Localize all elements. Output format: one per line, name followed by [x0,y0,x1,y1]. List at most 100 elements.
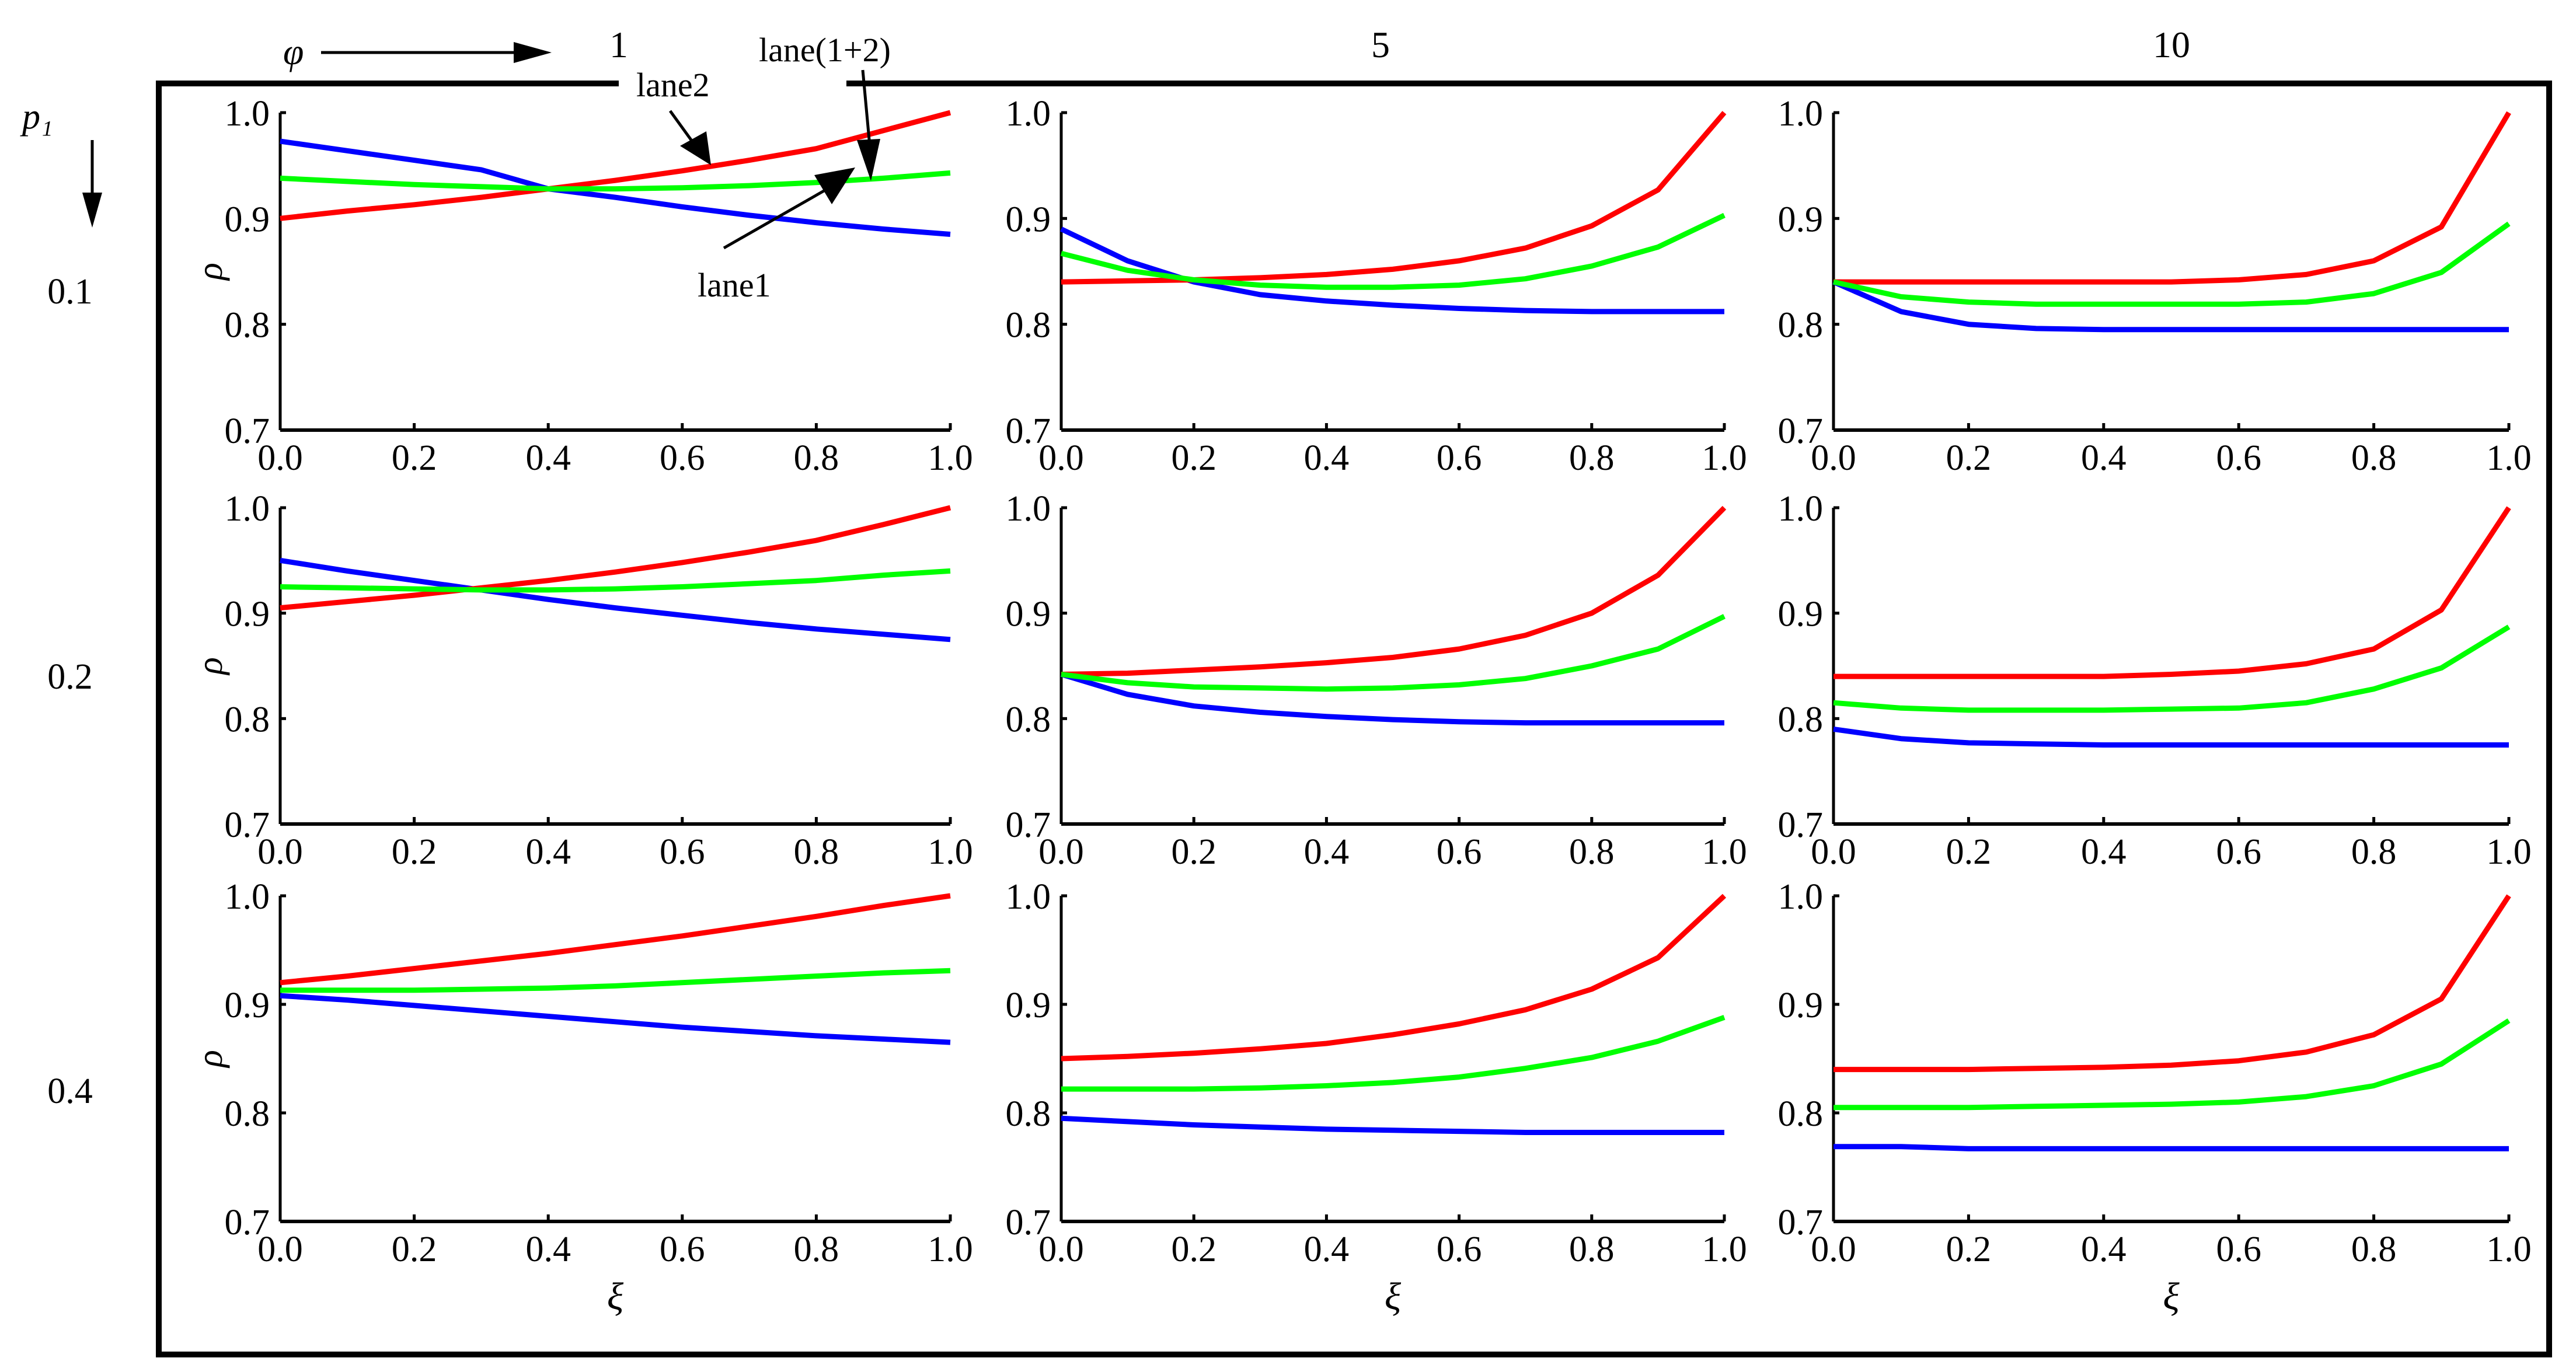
x-tick-label: 0.8 [1569,438,1615,478]
y-tick-label: 0.8 [1778,700,1824,739]
series-line-lane1 [1061,1115,1724,1135]
x-tick-label: 0.0 [257,832,303,872]
y-tick-label: 0.7 [1778,805,1824,845]
panel-p1-0.1-phi-5: 0.7 0.8 0.9 1.0 0.0 0.2 0.4 0.6 0.8 1.0 [1006,94,1747,478]
y-tick-label: 0.8 [225,1094,270,1134]
y-tick-label: 0.8 [1778,1094,1824,1134]
y-tick-label: 1.0 [1778,489,1824,529]
x-tick-label: 0.8 [2351,438,2397,478]
panel-p1-0.1-phi-10: 0.7 0.8 0.9 1.0 0.0 0.2 0.4 0.6 0.8 1.0 [1778,94,2532,478]
x-tick-label: 0.0 [1038,832,1084,872]
x-tick-label: 0.0 [1038,438,1084,478]
y-tick-label: 0.9 [1778,200,1824,239]
panel-p1-0.1-phi-1: 0.7 0.8 0.9 1.0 0.0 0.2 0.4 0.6 0.8 1.0 ρ [190,94,973,478]
x-tick-label: 0.8 [2351,1230,2397,1269]
x-tick-label: 1.0 [928,832,973,872]
p1-arrow-icon [82,140,102,228]
x-tick-label: 0.6 [1437,438,1482,478]
x-tick-label: 0.0 [257,438,303,478]
series-line-lane12 [1061,614,1726,692]
x-tick-label: 0.0 [1811,832,1856,872]
x-tick-label: 0.6 [2216,832,2261,872]
x-tick-label: 0.4 [525,438,571,478]
y-tick-label: 0.7 [1006,411,1051,451]
x-tick-label: 0.2 [1171,438,1216,478]
column-header-phi-5: 5 [1371,24,1390,65]
x-tick-label: 0.2 [392,832,437,872]
series-line-lane2 [280,505,951,611]
series-line-lane2 [1833,894,2511,1073]
legend-annotations: lane2 lane(1+2) lane1 [636,31,891,304]
x-tick-label: 0.2 [1946,1230,1992,1269]
annotation-lane12: lane(1+2) [759,31,891,69]
series-line-lane1 [1833,1144,2509,1151]
x-tick-label: 1.0 [1702,438,1747,478]
y-tick-label: 0.9 [225,200,270,239]
p1-label: p₁ [20,97,53,137]
outer-frame [156,81,2552,1357]
x-tick-label: 0.4 [1304,438,1350,478]
y-tick-label: 0.8 [1006,700,1051,739]
x-tick-label: 1.0 [2486,832,2532,872]
row-header-p1-0-1: 0.1 [47,272,93,312]
panel-p1-0.4-phi-1: 0.7 0.8 0.9 1.0 0.0 0.2 0.4 0.6 0.8 1.0 ρ ξ [190,877,973,1318]
y-tick-label: 1.0 [1006,489,1051,529]
panel-p1-0.4-phi-10: 0.7 0.8 0.9 1.0 0.0 0.2 0.4 0.6 0.8 1.0 ξ [1778,877,2532,1318]
x-tick-label: 0.8 [1569,832,1615,872]
y-tick-label: 1.0 [225,877,270,917]
x-tick-label: 0.2 [392,438,437,478]
y-tick-label: 0.7 [225,805,270,845]
x-tick-label: 0.6 [1437,1230,1482,1269]
x-tick-label: 0.6 [2216,1230,2261,1269]
series-line-lane2 [280,110,951,221]
x-tick-label: 0.4 [1304,1230,1350,1269]
x-tick-label: 0.0 [1038,1230,1084,1269]
y-tick-label: 1.0 [1006,94,1051,134]
row-header-p1-0-2: 0.2 [47,657,93,697]
series-line-lane2 [1061,893,1727,1062]
y-tick-label: 0.7 [1778,1203,1824,1242]
x-tick-label: 0.6 [660,832,705,872]
series-line-lane1 [1832,279,2509,333]
y-tick-label: 0.9 [225,986,270,1025]
column-header-phi-10: 10 [2153,24,2190,65]
y-tick-label: 0.7 [1778,411,1824,451]
x-tick-label: 0.2 [1171,1230,1216,1269]
series-line-lane12 [1833,1018,2511,1111]
arrow-lane1-icon [723,167,855,250]
phi-arrow-icon [321,42,552,63]
series-line-lane1 [1060,672,1724,726]
series-line-lane2 [1061,111,1727,285]
series-line-lane1 [1833,726,2509,748]
x-tick-label: 0.2 [1946,438,1992,478]
series-line-lane2 [280,893,951,986]
phi-label: φ [283,31,304,72]
y-tick-label: 0.9 [1006,986,1051,1025]
y-tick-label: 0.9 [1006,595,1051,634]
y-tick-label: 0.7 [1006,805,1051,845]
series-line-lane1 [280,138,951,237]
x-tick-label: 0.2 [1171,832,1216,872]
y-tick-label: 0.7 [225,1203,270,1242]
x-tick-label: 0.0 [257,1230,303,1269]
y-axis-label: ρ [190,657,230,676]
y-tick-label: 0.9 [1006,200,1051,239]
y-tick-label: 0.9 [1778,986,1824,1025]
panel-p1-0.2-phi-5: 0.7 0.8 0.9 1.0 0.0 0.2 0.4 0.6 0.8 1.0 [1006,489,1747,872]
x-tick-label: 0.4 [525,832,571,872]
x-tick-label: 1.0 [1702,832,1747,872]
x-tick-label: 0.6 [2216,438,2261,478]
x-tick-label: 0.6 [660,438,705,478]
panel-p1-0.4-phi-5: 0.7 0.8 0.9 1.0 0.0 0.2 0.4 0.6 0.8 1.0 ξ [1006,877,1747,1318]
y-tick-label: 0.7 [1006,1203,1051,1242]
series-line-lane1 [280,993,951,1045]
x-tick-label: 0.0 [1811,438,1856,478]
series-line-lane12 [1060,212,1726,290]
x-axis-label: ξ [2163,1275,2180,1318]
y-tick-label: 1.0 [1006,877,1051,917]
y-tick-label: 0.8 [1006,1094,1051,1134]
series-line-lane12 [280,968,951,993]
y-tick-label: 1.0 [225,489,270,529]
series-line-lane2 [1833,506,2511,679]
